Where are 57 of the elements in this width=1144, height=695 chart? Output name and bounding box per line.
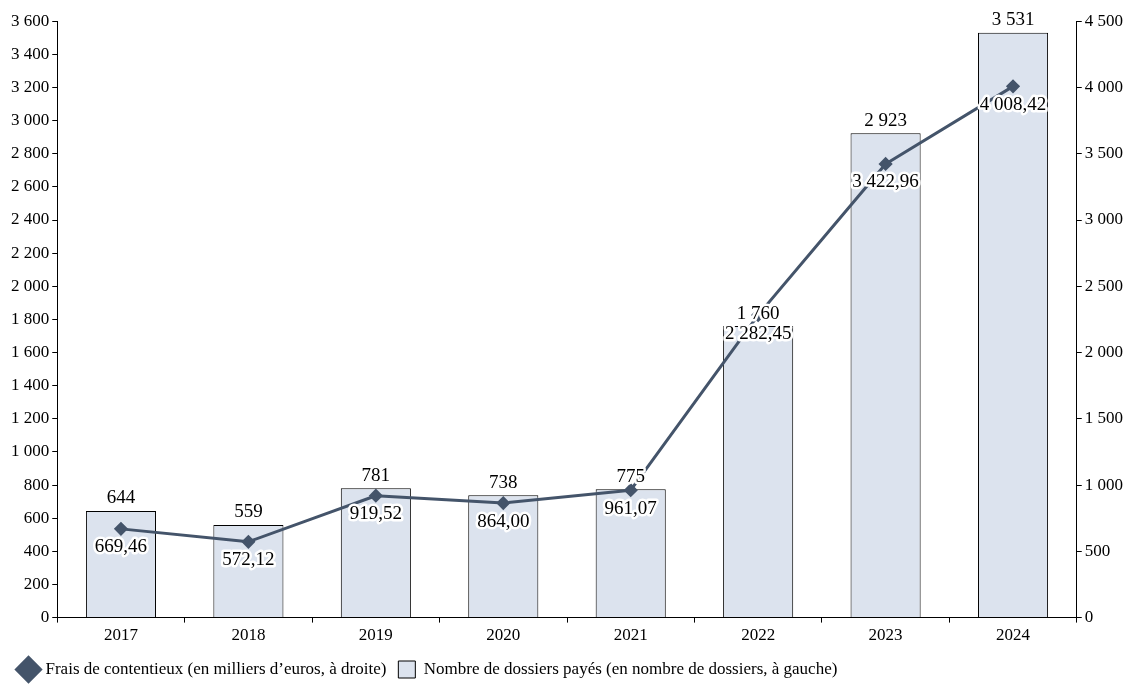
y-tick-label: 1 000 — [11, 441, 50, 461]
data-label: 961,07 — [604, 496, 657, 518]
y-tick-label: 2 600 — [11, 176, 50, 196]
legend-label: Nombre de dossiers payés (en nombre de dossiers, à gauche) — [423, 658, 838, 678]
y2-tick-label: 4 500 — [1084, 10, 1123, 30]
x-tick-label: 2019 — [358, 625, 393, 645]
y2-tick-label: 0 — [1084, 607, 1094, 627]
x-tick-label: 2023 — [868, 625, 903, 645]
x-tick-label: 2024 — [996, 625, 1031, 645]
point — [369, 489, 383, 503]
y2-tick-label: 3 500 — [1084, 143, 1123, 163]
data-label: 864,00 — [477, 509, 530, 531]
data-label: 919,52 — [349, 502, 402, 524]
y2-tick-label: 1 500 — [1084, 408, 1123, 428]
data-label: 3 531 — [991, 8, 1035, 30]
y-tick-label: 3 000 — [11, 110, 50, 130]
y-tick-label: 2 400 — [11, 209, 50, 229]
y2-tick-label: 2 000 — [1084, 342, 1123, 361]
point — [114, 522, 128, 536]
data-label: 738 — [489, 470, 518, 492]
y-tick-label: 200 — [23, 573, 50, 593]
x-tick-label: 2022 — [741, 625, 776, 645]
y2-tick-label: 4 000 — [1084, 76, 1123, 96]
y-tick-label: 1 600 — [11, 342, 50, 361]
y2-tick-label: 2 500 — [1084, 275, 1123, 295]
x-tick-label: 2018 — [231, 625, 266, 645]
y-tick-label: 0 — [40, 607, 50, 627]
y2-tick-label: 500 — [1084, 540, 1111, 560]
y-tick-label: 1 800 — [11, 308, 50, 328]
y-tick-label: 3 400 — [11, 43, 50, 63]
x-tick-label: 2021 — [613, 625, 648, 645]
point — [624, 483, 638, 497]
data-label: 572,12 — [222, 548, 275, 570]
y-tick-label: 1 400 — [11, 375, 50, 395]
point — [879, 157, 893, 171]
y-tick-label: 400 — [23, 540, 50, 560]
data-label: 781 — [361, 463, 391, 485]
data-label: 669,46 — [94, 535, 148, 557]
y-tick-label: 600 — [23, 507, 50, 527]
y2-tick-label: 3 000 — [1084, 209, 1123, 229]
point — [241, 535, 255, 549]
data-label: 559 — [234, 500, 263, 522]
point — [1006, 79, 1020, 93]
y-tick-label: 3 600 — [11, 10, 50, 30]
point — [496, 496, 510, 510]
y-tick-label: 3 200 — [11, 76, 50, 96]
y2-tick-label: 1 000 — [1084, 474, 1123, 494]
x-tick-label: 2017 — [103, 625, 139, 645]
y-tick-label: 2 000 — [11, 275, 50, 295]
y-tick-label: 2 800 — [11, 143, 50, 163]
x-tick-label: 2020 — [486, 625, 521, 645]
y-tick-label: 800 — [23, 474, 50, 494]
y-tick-label: 1 200 — [11, 408, 50, 428]
y-tick-label: 2 200 — [11, 242, 50, 262]
data-label: 644 — [106, 486, 136, 508]
legend-label: Frais de contentieux (en milliers d’euros, à droite) — [45, 658, 387, 678]
data-label: 2 923 — [864, 108, 907, 130]
